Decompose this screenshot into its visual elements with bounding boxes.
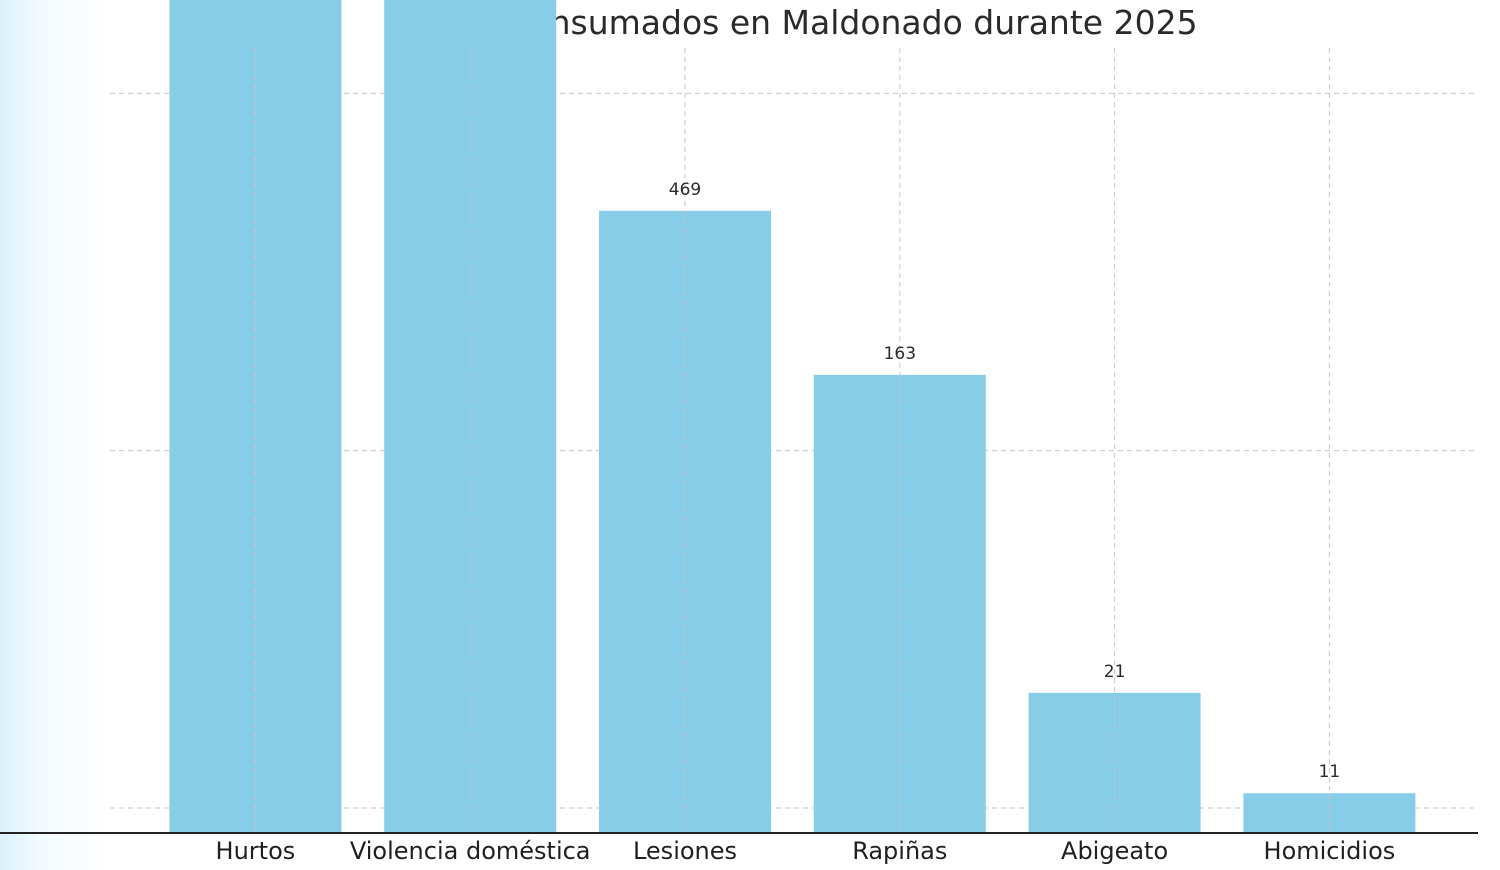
x-tick-label-5: Homicidios bbox=[1264, 837, 1396, 865]
vertical-grid-lines bbox=[254, 48, 1330, 833]
value-label-5: 11 bbox=[1319, 762, 1341, 782]
x-tick-label-3: Rapiñas bbox=[852, 837, 947, 865]
x-tick-label-4: Abigeato bbox=[1061, 837, 1168, 865]
bar-2 bbox=[599, 210, 771, 834]
value-labels: 497120004691632111 bbox=[669, 180, 1341, 782]
value-label-2: 469 bbox=[669, 180, 701, 200]
value-label-3: 163 bbox=[884, 344, 916, 364]
value-label-4: 21 bbox=[1104, 662, 1126, 682]
bar-3 bbox=[813, 374, 986, 833]
x-tick-label-1: Violencia doméstica bbox=[350, 837, 591, 865]
x-axis-tick-labels: Hurtos Violencia doméstica Lesiones Rapiñas… bbox=[216, 837, 1396, 865]
x-tick-label-0: Hurtos bbox=[216, 837, 296, 865]
x-tick-label-2: Lesiones bbox=[633, 837, 737, 865]
bars bbox=[169, 0, 1416, 834]
